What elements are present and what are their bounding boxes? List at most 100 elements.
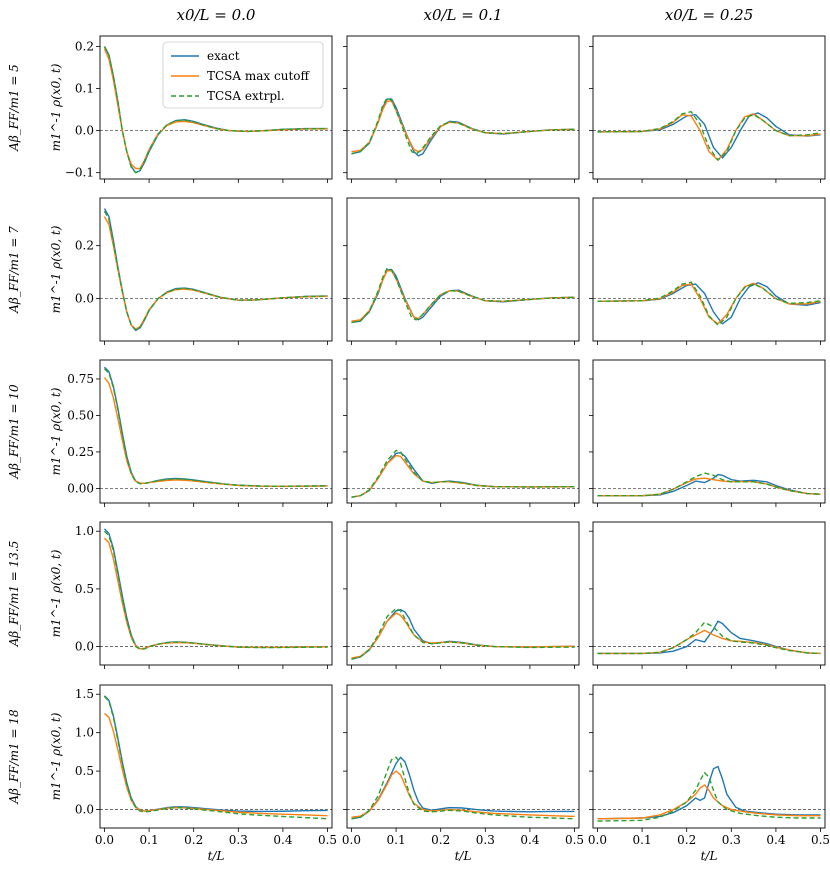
series-line-tcsa-max [103, 216, 328, 330]
row-label-4: Aβ_FF/m1 = 18 [7, 709, 21, 805]
series-line-tcsa-extrpl [103, 368, 328, 487]
panel-r3-c1 [343, 521, 580, 669]
panel-frame [592, 521, 826, 666]
panel-frame [99, 521, 333, 666]
series-line-tcsa-extrpl [103, 46, 328, 174]
series-line-tcsa-extrpl [351, 267, 575, 324]
series-line-exact [351, 451, 575, 498]
panel-frame [99, 359, 333, 504]
panel-r0-c0: −0.1 0.0 0.1 0.2 [65, 35, 333, 183]
y-axis-label-1: m1^-1 ρ(x0, t) [49, 225, 63, 313]
series-line-exact [597, 620, 821, 655]
series-line-exact [597, 473, 821, 497]
legend-label-1: TCSA max cutoff [207, 69, 310, 83]
x-axis-label: t/L [455, 849, 472, 863]
x-tick-label: 0.2 [184, 833, 203, 847]
series-line-exact [597, 282, 821, 325]
x-tick-label: 0.5 [565, 833, 584, 847]
x-tick-label: 0.5 [811, 833, 830, 847]
row-label-2: Aβ_FF/m1 = 10 [7, 384, 21, 480]
column-title-0: x0/L = 0.0 [177, 6, 256, 24]
panel-r4-c0: 0.0 0.1 0.2 0.3 0.4 0.5 0.0 0.5 1.0 1.5 t/L [75, 684, 337, 863]
series-line-tcsa-extrpl [351, 607, 575, 660]
panel-r1-c0: 0.0 0.2 [75, 197, 333, 345]
panel-r3-c0: 0.0 0.5 1.0 [75, 521, 333, 669]
x-tick-label: 0.1 [387, 833, 406, 847]
panel-frame [346, 521, 580, 666]
y-tick-label: 0.5 [75, 582, 94, 596]
panel-frame [99, 35, 333, 180]
y-tick-label: −0.1 [65, 166, 94, 180]
x-tick-label: 0.0 [95, 833, 114, 847]
series-line-exact [597, 112, 821, 159]
series-line-tcsa-max [351, 270, 575, 322]
x-tick-label: 0.2 [431, 833, 450, 847]
y-tick-label: 1.5 [75, 687, 94, 701]
y-axis-label-0: m1^-1 ρ(x0, t) [49, 63, 63, 151]
series-line-tcsa-max [351, 454, 575, 498]
x-tick-label: 0.1 [633, 833, 652, 847]
legend: exact TCSA max cutoff TCSA extrpl. [162, 41, 324, 109]
legend-label-2: TCSA extrpl. [207, 89, 285, 103]
panel-r0-c1 [343, 35, 580, 183]
y-tick-label: 0.50 [67, 408, 94, 422]
row-label-1: Aβ_FF/m1 = 7 [7, 226, 21, 314]
y-axis-label-2: m1^-1 ρ(x0, t) [49, 387, 63, 475]
series-line-exact [103, 695, 328, 813]
series-line-tcsa-max [103, 377, 328, 488]
series-line-exact [103, 208, 328, 332]
panel-r2-c1 [343, 359, 580, 507]
y-tick-label: 0.0 [75, 292, 94, 306]
panel-r2-c2 [589, 359, 826, 507]
series-line-tcsa-max [597, 784, 821, 820]
legend-label-0: exact [207, 49, 240, 63]
column-title-2: x0/L = 0.25 [665, 6, 754, 24]
series-line-tcsa-max [597, 629, 821, 655]
panel-frame [346, 359, 580, 504]
x-tick-label: 0.0 [342, 833, 361, 847]
panel-frame [99, 684, 333, 829]
x-axis-label: t/L [208, 849, 225, 863]
series-line-tcsa-max [104, 712, 328, 817]
panel-r4-c1: 0.0 0.1 0.2 0.3 0.4 0.5 t/L [342, 684, 584, 863]
y-tick-label: 0.5 [75, 764, 94, 778]
panel-frame [592, 35, 826, 180]
panel-r4-c2: 0.0 0.1 0.2 0.3 0.4 0.5 t/L [588, 684, 830, 863]
series-line-exact [103, 366, 328, 487]
y-tick-label: 1.0 [75, 726, 94, 740]
y-tick-label: 0.0 [75, 803, 94, 817]
panel-frame [346, 197, 580, 342]
y-tick-label: 0.0 [75, 640, 94, 654]
series-line-tcsa-extrpl [103, 530, 328, 651]
series-line-tcsa-extrpl [351, 97, 575, 155]
x-axis-label: t/L [701, 849, 718, 863]
panel-frame [592, 684, 826, 829]
x-tick-label: 0.0 [588, 833, 607, 847]
panel-r0-c2 [589, 35, 826, 183]
series-line-tcsa-max [351, 100, 575, 153]
x-tick-label: 0.1 [140, 833, 159, 847]
column-title-1: x0/L = 0.1 [424, 6, 503, 24]
x-tick-label: 0.4 [520, 833, 539, 847]
series-line-exact [351, 608, 575, 660]
series-line-exact [597, 765, 821, 820]
row-label-3: Aβ_FF/m1 = 13.5 [7, 541, 21, 648]
column-titles: x0/L = 0.0 x0/L = 0.1 x0/L = 0.25 [177, 6, 754, 24]
series-line-exact [103, 528, 328, 650]
series-line-tcsa-extrpl [597, 472, 821, 497]
series-line-tcsa-extrpl [597, 281, 821, 326]
x-tick-label: 0.2 [677, 833, 696, 847]
panel-r1-c1 [343, 197, 580, 345]
y-axis-label-4: m1^-1 ρ(x0, t) [49, 712, 63, 800]
x-tick-label: 0.3 [476, 833, 495, 847]
y-tick-label: 0.1 [75, 82, 94, 96]
series-line-tcsa-extrpl [597, 111, 821, 161]
row-labels: Aβ_FF/m1 = 5 m1^-1 ρ(x0, t) Aβ_FF/m1 = 7 m1… [7, 63, 63, 804]
legend-box [162, 41, 324, 109]
y-tick-label: 0.2 [75, 40, 94, 54]
series-line-tcsa-extrpl [597, 621, 821, 655]
x-tick-label: 0.3 [722, 833, 741, 847]
y-tick-label: 0.2 [75, 239, 94, 253]
series-line-tcsa-max [351, 612, 575, 659]
y-tick-label: 0.75 [67, 372, 94, 386]
